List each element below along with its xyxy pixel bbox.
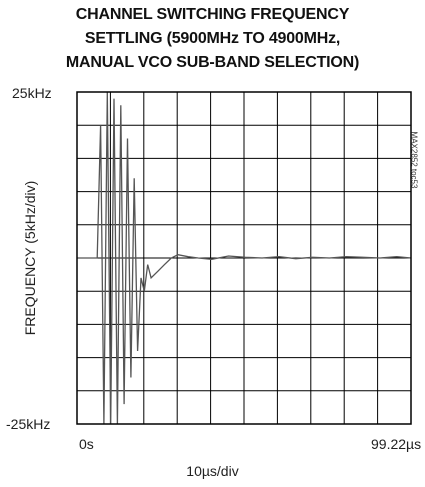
chart-title-line-1: CHANNEL SWITCHING FREQUENCY xyxy=(75,6,350,23)
plot-frame xyxy=(76,91,412,425)
y-top-tick-label: 25kHz xyxy=(12,85,52,101)
y-axis-label: FREQUENCY (5kHz/div) xyxy=(22,180,38,336)
frequency-trace xyxy=(77,91,412,425)
x-left-tick-label: 0s xyxy=(79,436,94,452)
part-stamp: MAX2852 toc53 xyxy=(409,131,419,189)
x-axis-label: 10µs/div xyxy=(186,463,239,479)
chart-title-line-2: SETTLING (5900MHz TO 4900MHz, xyxy=(84,30,341,47)
y-bottom-tick-label: -25kHz xyxy=(6,416,51,432)
x-right-tick-label: 99.22µs xyxy=(371,436,422,452)
chart-title-line-3: MANUAL VCO SUB-BAND SELECTION) xyxy=(65,54,360,71)
